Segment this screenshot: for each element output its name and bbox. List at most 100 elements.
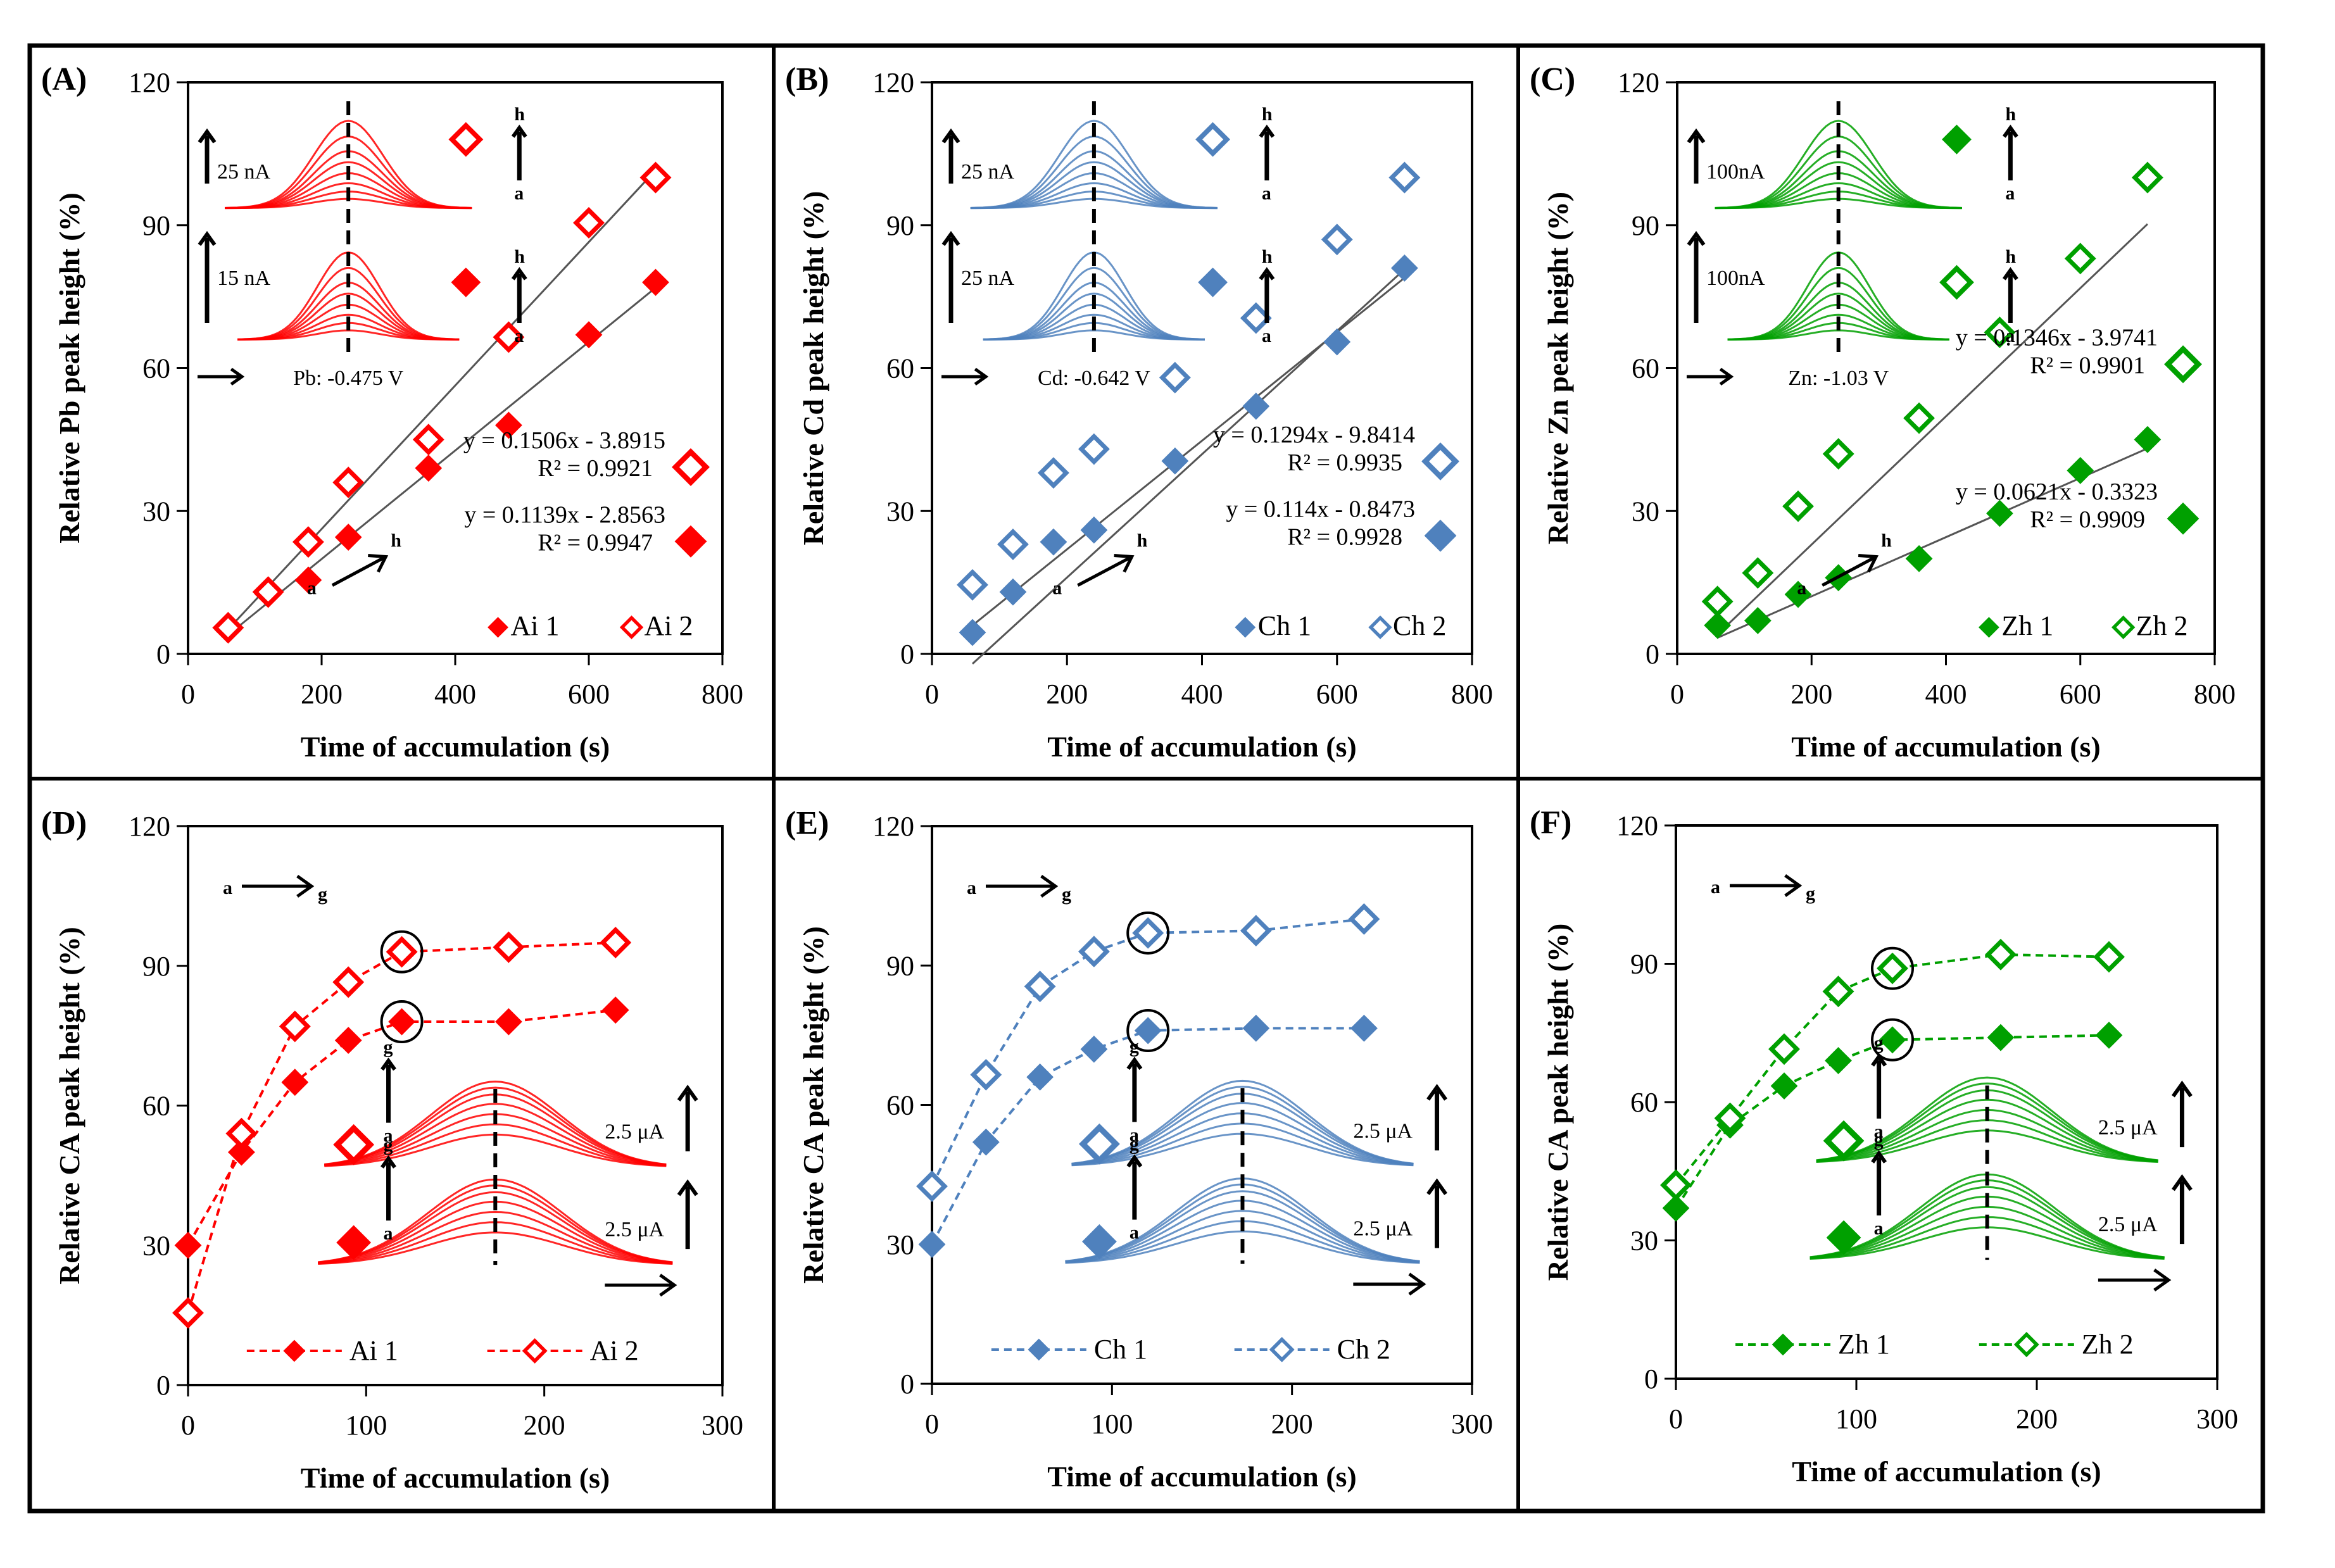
inset-range-start-label: a bbox=[2005, 183, 2015, 204]
y-axis: 0 30 60 90 120 bbox=[872, 67, 932, 670]
legend: Zh 1 Zh 2 bbox=[1735, 1329, 2134, 1360]
panel-label: (B) bbox=[785, 61, 829, 97]
inset-range-end-label: g bbox=[384, 1037, 393, 1058]
data-point bbox=[1784, 580, 1812, 608]
arrow-end-label: h bbox=[1137, 530, 1148, 551]
inset-marker-bottom bbox=[451, 267, 481, 298]
scale-arrow-top bbox=[1687, 128, 1706, 184]
highlight-circle bbox=[380, 930, 424, 974]
data-point bbox=[642, 268, 669, 296]
x-axis: 0 100 200 300 bbox=[181, 1385, 743, 1441]
arrow-line bbox=[1077, 555, 1133, 587]
y-tick-label: 120 bbox=[872, 811, 914, 842]
data-point bbox=[1080, 1035, 1108, 1063]
data-point bbox=[639, 161, 672, 194]
inset-range-end-label: h bbox=[2005, 246, 2016, 267]
data-point bbox=[999, 578, 1027, 606]
inset-range-end-label: g bbox=[1130, 1134, 1139, 1155]
inset-range-start-label: a bbox=[1130, 1222, 1139, 1243]
y-tick-label: 60 bbox=[886, 353, 914, 384]
x-tick-label: 0 bbox=[1670, 679, 1684, 710]
data-point bbox=[1348, 903, 1380, 935]
inset-range-arrow bbox=[1871, 1053, 1887, 1119]
legend-marker-ai-1 bbox=[488, 617, 508, 638]
series-zh-1 bbox=[1662, 1018, 2123, 1222]
x-tick-label: 200 bbox=[1271, 1408, 1313, 1439]
data-point bbox=[174, 1231, 202, 1259]
scale-arrow-top bbox=[941, 128, 960, 184]
x-tick-label: 800 bbox=[702, 679, 743, 710]
voltammogram-curve bbox=[225, 120, 472, 209]
x-tick-label: 200 bbox=[301, 679, 343, 710]
y-axis: 0 30 60 90 120 bbox=[1618, 67, 1677, 670]
inset-range-end-label: h bbox=[514, 246, 525, 267]
arrow-start-label: a bbox=[1711, 877, 1720, 898]
x-tick-label: 400 bbox=[1925, 679, 1967, 710]
voltammogram-curve bbox=[1071, 1101, 1414, 1165]
inset-range-start-label: a bbox=[514, 325, 524, 346]
legend-marker-ai-1 bbox=[283, 1339, 306, 1362]
arrow-start-label: a bbox=[1052, 578, 1062, 599]
inset-range-arrow bbox=[2002, 124, 2018, 180]
highlight-circle bbox=[1126, 1009, 1170, 1053]
annotation-marker bbox=[2164, 345, 2202, 384]
x-tick-label: 400 bbox=[434, 679, 476, 710]
inset-marker-top bbox=[1823, 1120, 1865, 1162]
potential-direction-arrow bbox=[2098, 1269, 2172, 1292]
data-point bbox=[1132, 917, 1164, 949]
trendline-ai-2 bbox=[227, 169, 657, 630]
voltammogram-curve bbox=[324, 1081, 667, 1165]
panel-label: (C) bbox=[1530, 61, 1575, 97]
inset-range-arrow bbox=[511, 124, 527, 180]
y-tick-label: 30 bbox=[886, 496, 914, 527]
y-tick-label: 120 bbox=[129, 67, 170, 98]
data-point bbox=[1388, 161, 1421, 194]
arrow-end-label: h bbox=[391, 530, 401, 551]
arrow bbox=[1730, 874, 1803, 898]
peak-potential-label: Pb: -0.475 V bbox=[293, 367, 404, 390]
y-tick-label: 120 bbox=[1618, 67, 1659, 98]
scale-label-top: 2.5 μA bbox=[2098, 1116, 2158, 1139]
data-point bbox=[1704, 612, 1732, 639]
series-ch-1 bbox=[918, 1009, 1378, 1258]
scale-arrow-bottom bbox=[2171, 1174, 2193, 1245]
accumulation-arrow: ah bbox=[1052, 530, 1147, 598]
inset-range-end-label: g bbox=[384, 1134, 393, 1155]
data-point bbox=[2064, 242, 2096, 275]
y-axis: 0 30 60 90 120 bbox=[129, 67, 188, 670]
arrow-head bbox=[1114, 553, 1135, 573]
y-tick-label: 60 bbox=[1630, 1087, 1658, 1118]
inset-marker-top bbox=[448, 122, 484, 157]
x-tick-label: 0 bbox=[181, 679, 195, 710]
inset-range-start-label: a bbox=[2005, 325, 2015, 346]
data-point bbox=[227, 1138, 255, 1166]
data-point bbox=[970, 1058, 1002, 1091]
inset-range-arrow bbox=[1871, 1150, 1887, 1216]
data-point bbox=[1078, 433, 1110, 465]
regression-equation: y = 0.0621x - 0.3323 bbox=[1956, 479, 2158, 505]
series-ch-2 bbox=[957, 161, 1421, 601]
inset-range-arrow bbox=[381, 1057, 396, 1123]
accumulation-arrow: ah bbox=[1797, 530, 1892, 598]
data-point bbox=[1134, 1017, 1162, 1044]
inset-range-arrow bbox=[511, 267, 527, 323]
legend-label: Ch 2 bbox=[1393, 610, 1446, 641]
data-point bbox=[997, 528, 1029, 560]
inset-range-arrow bbox=[1126, 1057, 1143, 1122]
inset-range-arrow bbox=[1259, 267, 1275, 323]
r-squared: R² = 0.9928 bbox=[1287, 524, 1402, 550]
legend-marker-zh-1 bbox=[1772, 1333, 1794, 1356]
y-axis: 0 30 60 90 120 bbox=[129, 811, 188, 1401]
data-point bbox=[1037, 457, 1069, 489]
inset-marker-top bbox=[1078, 1123, 1120, 1165]
y-axis-title: Relative CA peak height (%) bbox=[797, 926, 829, 1284]
y-tick-label: 60 bbox=[142, 353, 170, 384]
data-point bbox=[972, 1128, 1000, 1156]
inset-marker-bottom bbox=[1082, 1224, 1117, 1259]
accumulation-arrow: ah bbox=[307, 530, 401, 598]
panel-label: (A) bbox=[41, 61, 87, 97]
x-axis-title: Time of accumulation (s) bbox=[1791, 731, 2101, 763]
annotation-marker bbox=[1421, 442, 1459, 480]
